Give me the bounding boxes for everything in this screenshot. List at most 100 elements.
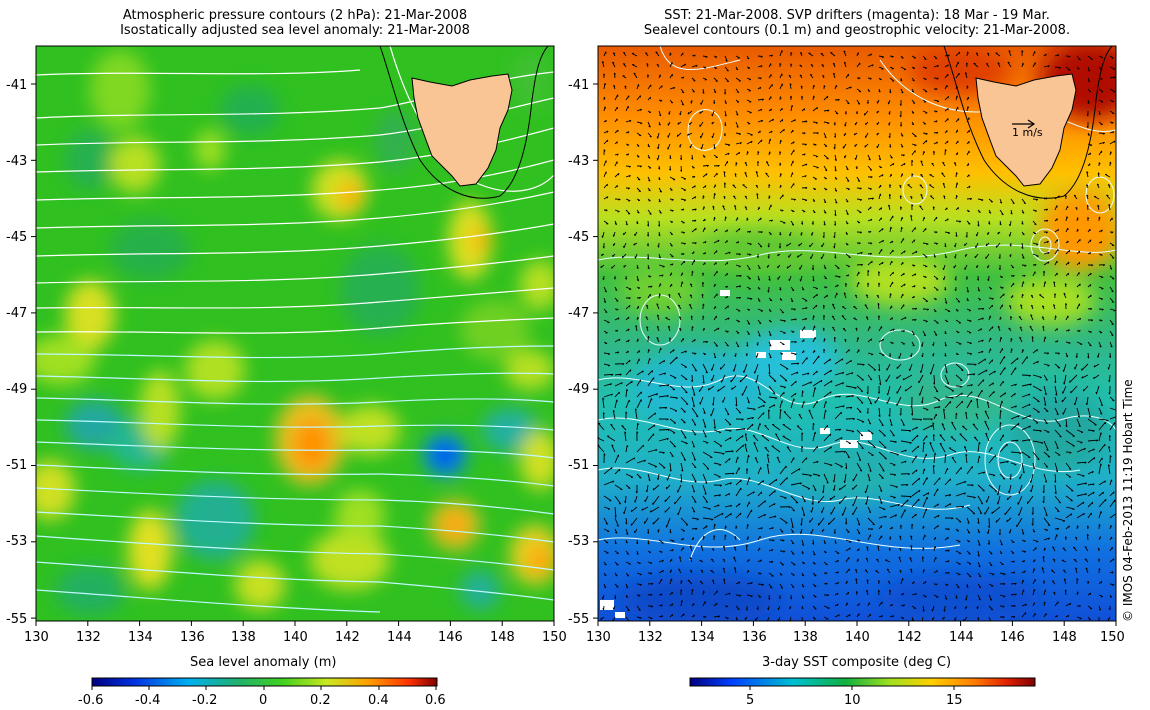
velocity-arrow — [933, 406, 941, 409]
velocity-arrow — [988, 315, 992, 321]
velocity-arrow — [1021, 198, 1026, 205]
velocity-arrow — [667, 121, 671, 126]
velocity-arrow — [845, 557, 850, 563]
velocity-arrow — [735, 241, 740, 244]
velocity-arrow — [1010, 357, 1019, 365]
velocity-arrow — [614, 539, 617, 545]
velocity-arrow — [972, 423, 979, 431]
velocity-arrow — [636, 539, 639, 545]
velocity-arrow — [680, 350, 687, 354]
velocity-arrow — [922, 525, 925, 530]
velocity-arrow — [801, 108, 806, 112]
velocity-arrow — [867, 396, 873, 405]
velocity-arrow — [1054, 363, 1061, 369]
velocity-arrow — [966, 373, 976, 376]
velocity-arrow — [966, 308, 972, 312]
velocity-arrow — [922, 308, 930, 311]
velocity-arrow — [824, 594, 830, 597]
velocity-arrow — [812, 325, 816, 332]
velocity-arrow — [658, 165, 661, 170]
velocity-arrow — [998, 528, 1001, 536]
velocity-arrow — [612, 409, 616, 420]
velocity-arrow — [702, 374, 705, 384]
velocity-arrow — [922, 88, 928, 93]
velocity-arrow — [1043, 407, 1049, 412]
velocity-arrow — [988, 550, 993, 555]
velocity-arrow — [647, 335, 650, 343]
velocity-arrow — [1109, 151, 1112, 156]
velocity-arrow — [702, 164, 709, 167]
velocity-arrow — [878, 352, 885, 356]
velocity-arrow — [1062, 385, 1067, 394]
velocity-arrow — [1084, 558, 1089, 563]
velocity-arrow — [984, 506, 990, 515]
shelf-contour-right — [943, 46, 1113, 199]
velocity-arrow — [668, 110, 671, 115]
velocity-arrow — [997, 325, 1001, 332]
velocity-arrow — [669, 603, 674, 607]
velocity-arrow — [603, 196, 609, 200]
velocity-arrow — [866, 385, 869, 395]
velocity-arrow — [790, 95, 793, 101]
velocity-arrow — [933, 385, 939, 393]
velocity-arrow — [933, 477, 941, 486]
velocity-arrow — [710, 407, 715, 417]
velocity-arrow — [964, 605, 968, 610]
velocity-arrow — [1109, 571, 1114, 574]
velocity-arrow — [833, 143, 836, 150]
velocity-arrow — [834, 198, 838, 204]
velocity-arrow — [744, 616, 748, 621]
velocity-arrow — [625, 457, 636, 464]
velocity-arrow — [911, 273, 917, 277]
velocity-arrow — [911, 204, 914, 211]
velocity-arrow — [1065, 451, 1072, 454]
velocity-arrow — [669, 374, 677, 379]
velocity-arrow — [955, 297, 961, 303]
velocity-arrow — [907, 184, 913, 189]
velocity-arrow — [724, 418, 732, 426]
velocity-arrow — [790, 528, 795, 533]
velocity-arrow — [647, 433, 655, 442]
velocity-arrow — [689, 545, 693, 552]
velocity-arrow — [1107, 363, 1111, 370]
velocity-arrow — [1043, 506, 1048, 517]
velocity-arrow — [1008, 327, 1012, 332]
velocity-arrow — [680, 429, 687, 439]
velocity-arrow — [932, 464, 935, 475]
velocity-arrow — [658, 360, 666, 365]
velocity-arrow — [834, 411, 842, 420]
velocity-arrow — [724, 482, 732, 486]
velocity-arrow — [1032, 429, 1042, 433]
velocity-arrow — [1054, 527, 1060, 531]
velocity-arrow — [636, 444, 645, 453]
velocity-arrow — [1032, 568, 1036, 574]
velocity-arrow — [790, 160, 794, 167]
velocity-arrow — [955, 72, 960, 79]
velocity-arrow — [702, 473, 708, 484]
velocity-arrow — [798, 242, 803, 247]
velocity-arrow — [823, 187, 828, 191]
velocity-arrow — [669, 558, 673, 563]
velocity-arrow — [944, 140, 949, 145]
velocity-arrow — [984, 420, 990, 431]
velocity-arrow — [988, 337, 992, 343]
velocity-arrow — [1065, 506, 1075, 511]
velocity-arrow — [746, 524, 749, 530]
velocity-arrow — [867, 260, 873, 266]
velocity-arrow — [625, 473, 634, 478]
velocity-arrow — [647, 582, 654, 585]
velocity-arrow — [845, 602, 849, 607]
velocity-arrow — [955, 95, 959, 101]
velocity-arrow — [954, 275, 957, 281]
velocity-arrow — [680, 517, 689, 526]
velocity-arrow — [842, 328, 847, 332]
velocity-arrow — [614, 454, 620, 464]
velocity-arrow — [603, 383, 613, 387]
velocity-arrow — [876, 294, 880, 299]
velocity-arrow — [801, 457, 808, 464]
velocity-arrow — [1054, 385, 1058, 396]
velocity-arrow — [966, 466, 973, 475]
velocity-arrow — [1030, 304, 1034, 310]
velocity-arrow — [779, 465, 787, 475]
velocity-arrow — [636, 209, 640, 214]
